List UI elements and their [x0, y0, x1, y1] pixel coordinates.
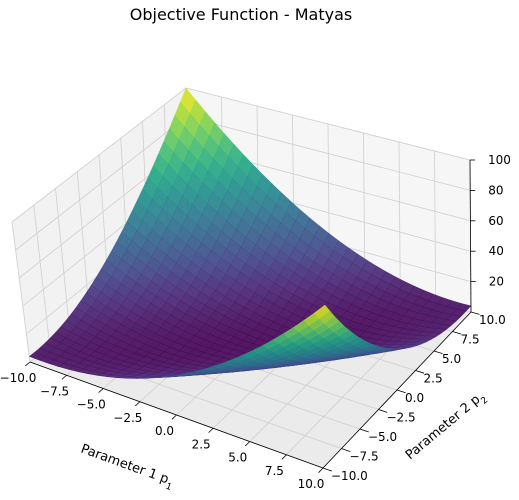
axes: −10.0−7.5−5.0−2.50.02.55.07.510.0−10.0−7… [0, 153, 511, 491]
x-tick-mark [318, 467, 324, 473]
left-gridline-y [55, 188, 70, 330]
y-tick-label: 10.0 [479, 313, 506, 327]
y-tick-label: −5.0 [368, 430, 397, 444]
y-tick-label: −7.5 [350, 450, 379, 464]
x-tick-label: −2.5 [113, 411, 142, 425]
x-axis-label: Parameter 1 p1 [77, 442, 176, 493]
left-gridline-y [33, 205, 51, 346]
z-tick-label: 20 [489, 275, 504, 289]
left-gridline-z [11, 87, 187, 223]
back-gridline-z [186, 116, 471, 191]
x-axis-label-text: Parameter 1 p [79, 442, 171, 488]
y-tick-mark [341, 448, 351, 452]
x-tick-mark [244, 441, 251, 447]
x-tick-mark [281, 454, 287, 460]
x-tick-mark [171, 414, 177, 420]
surface-plot [28, 87, 472, 379]
z-tick-label: 60 [488, 214, 503, 228]
y-tick-label: 5.0 [442, 352, 461, 366]
y-tick-mark [396, 389, 406, 394]
surface-patch [314, 304, 330, 319]
x-tick-mark [208, 427, 214, 433]
z-tick-label: 40 [489, 244, 504, 258]
x-tick-mark [134, 401, 141, 407]
y-tick-mark [322, 467, 332, 472]
x-tick-label: 7.5 [265, 464, 284, 478]
x-tick-label: 5.0 [228, 451, 247, 465]
y-tick-mark [378, 409, 388, 413]
y-tick-mark [359, 428, 369, 433]
back-gridline-x [398, 141, 401, 293]
left-gridline-y [11, 221, 31, 363]
y-tick-mark [433, 350, 443, 354]
back-gridline-z [185, 87, 471, 161]
x-tick-label: −7.5 [40, 384, 69, 398]
left-gridline-y [76, 171, 90, 314]
x-tick-label: 10.0 [298, 477, 325, 491]
y-tick-label: 2.5 [424, 372, 443, 386]
y-tick-label: −10.0 [331, 469, 368, 483]
y-tick-mark [470, 311, 480, 315]
x-axis-label-subscript: 1 [164, 482, 173, 493]
z-tick-label: 80 [488, 183, 503, 197]
chart-title: Objective Function - Matyas [130, 5, 352, 24]
z-axis-line [469, 159, 472, 313]
x-tick-mark [98, 388, 104, 393]
y-tick-mark [415, 370, 425, 374]
y-tick-mark [452, 331, 462, 335]
back-gridline-x [363, 132, 366, 283]
left-gridline-z [15, 116, 187, 251]
x-tick-label: −10.0 [0, 371, 36, 385]
x-tick-label: −5.0 [77, 398, 106, 412]
y-tick-label: 0.0 [405, 391, 424, 405]
x-tick-label: 2.5 [192, 437, 211, 451]
y-axis-label-subscript: 2 [480, 395, 491, 406]
x-tick-label: 0.0 [155, 424, 174, 438]
x-tick-mark [25, 361, 31, 367]
y-tick-label: −2.5 [387, 411, 416, 425]
y-tick-label: 7.5 [461, 333, 480, 347]
x-tick-mark [61, 374, 67, 380]
z-tick-label: 100 [488, 153, 511, 167]
back-gridline-x [434, 150, 437, 303]
